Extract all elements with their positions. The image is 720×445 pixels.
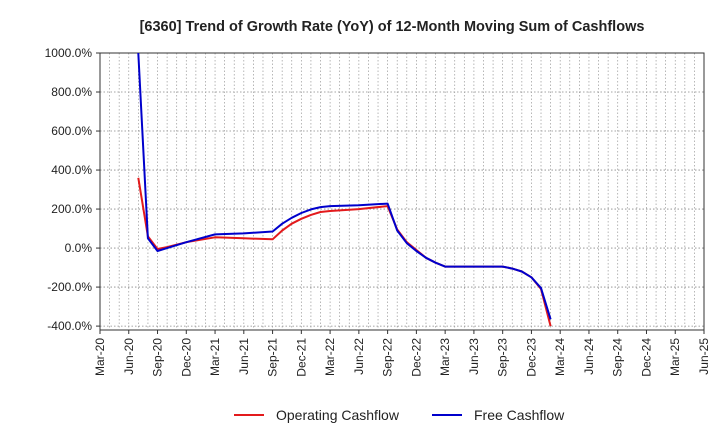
y-tick-label: 600.0% — [51, 124, 92, 138]
x-tick-label: Jun-21 — [237, 338, 251, 375]
y-tick-label: 800.0% — [51, 85, 92, 99]
x-tick-label: Jun-23 — [467, 338, 481, 375]
x-tick-label: Dec-20 — [179, 338, 193, 377]
legend-free-cashflow-label: Free Cashflow — [474, 407, 565, 423]
x-tick-label: Sep-22 — [381, 338, 395, 377]
plot-area — [99, 52, 705, 331]
x-tick-label: Dec-23 — [524, 338, 538, 377]
x-tick-label: Jun-20 — [122, 338, 136, 375]
y-tick-label: 1000.0% — [45, 46, 93, 60]
x-tick-label: Sep-21 — [266, 338, 280, 377]
x-tick-label: Mar-22 — [323, 338, 337, 376]
x-tick-label: Sep-24 — [611, 338, 625, 377]
x-tick-label: Mar-21 — [208, 338, 222, 376]
y-tick-label: -400.0% — [47, 319, 92, 333]
legend: Operating Cashflow Free Cashflow — [234, 407, 565, 423]
x-tick-label: Dec-24 — [639, 338, 653, 377]
legend-operating-cashflow-label: Operating Cashflow — [276, 407, 400, 423]
x-tick-label: Jun-24 — [582, 338, 596, 375]
x-tick-label: Mar-20 — [93, 338, 107, 376]
y-tick-label: 200.0% — [51, 202, 92, 216]
y-tick-label: -200.0% — [47, 280, 92, 294]
x-tick-label: Mar-24 — [553, 338, 567, 376]
x-tick-label: Dec-21 — [294, 338, 308, 377]
series-layer — [137, 52, 552, 327]
x-tick-label: Mar-23 — [438, 338, 452, 376]
x-axis: Mar-20 Jun-20 Sep-20 Dec-20 Mar-21 Jun-21 Sep-… — [93, 330, 711, 377]
grid-layer — [99, 52, 705, 330]
x-tick-label: Jun-25 — [697, 338, 711, 375]
chart-title: [6360] Trend of Growth Rate (YoY) of 12-… — [140, 19, 645, 35]
y-tick-label: 400.0% — [51, 163, 92, 177]
x-tick-label: Jun-22 — [352, 338, 366, 375]
x-tick-label: Mar-25 — [668, 338, 682, 376]
x-tick-label: Sep-23 — [496, 338, 510, 377]
x-tick-label: Sep-20 — [151, 338, 165, 377]
series-line-operating-cashflow — [137, 177, 552, 327]
x-tick-label: Dec-22 — [409, 338, 423, 377]
series-line-free-cashflow — [137, 52, 552, 320]
y-axis: 1000.0% 800.0% 600.0% 400.0% 200.0% 0.0% -200.… — [45, 46, 100, 333]
y-tick-label: 0.0% — [65, 241, 93, 255]
